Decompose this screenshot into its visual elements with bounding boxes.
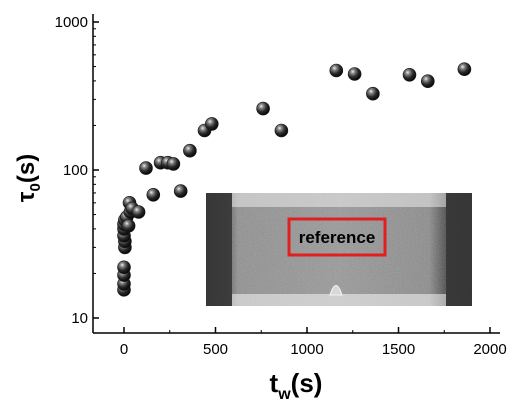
x-axis-title: tw(s) (270, 368, 323, 403)
data-point (139, 161, 153, 175)
y-axis-title-sub: 0 (27, 183, 44, 191)
data-point (347, 67, 362, 81)
data-point (329, 63, 344, 78)
data-point (121, 219, 136, 233)
x-axis-title-sub: w (277, 386, 291, 403)
x-tick-label: 2000 (473, 341, 506, 358)
data-point (205, 117, 219, 131)
data-point (274, 123, 289, 138)
y-tick-label: 1000 (55, 14, 88, 31)
y-tick-label: 10 (71, 310, 88, 327)
x-tick-label: 500 (203, 341, 228, 358)
data-point (402, 68, 417, 82)
inset-photo: reference (206, 193, 472, 306)
x-tick-label: 0 (120, 341, 128, 358)
data-point (166, 157, 181, 171)
reference-box (287, 217, 387, 257)
x-tick-label: 1000 (290, 341, 323, 358)
data-point (366, 86, 380, 101)
reference-label: reference (299, 228, 376, 247)
inset-bottom-band (232, 294, 446, 306)
data-point (420, 74, 435, 88)
x-ticks: 0 500 1000 1500 2000 (120, 327, 507, 358)
y-axis-title: τ0(s) (13, 154, 44, 202)
data-points (117, 62, 472, 297)
y-axis-title-main: τ (13, 191, 40, 202)
data-point (117, 260, 131, 275)
data-point (183, 143, 197, 158)
data-point (146, 188, 161, 202)
inset-left-clamp (206, 193, 232, 306)
y-ticks: 10 100 1000 (55, 14, 99, 327)
inset-crack (329, 285, 343, 296)
inset-top-speckle (232, 193, 446, 207)
inset-right-clamp (446, 193, 472, 306)
x-tick-label: 1500 (382, 341, 415, 358)
y-axis-title-unit: (s) (13, 154, 40, 183)
data-point (131, 205, 146, 219)
data-point (256, 101, 270, 116)
x-axis-title-unit: (s) (291, 368, 323, 398)
y-tick-label: 100 (63, 162, 88, 179)
data-point (457, 62, 472, 76)
data-point (173, 184, 188, 198)
x-axis-title-main: t (270, 368, 279, 398)
